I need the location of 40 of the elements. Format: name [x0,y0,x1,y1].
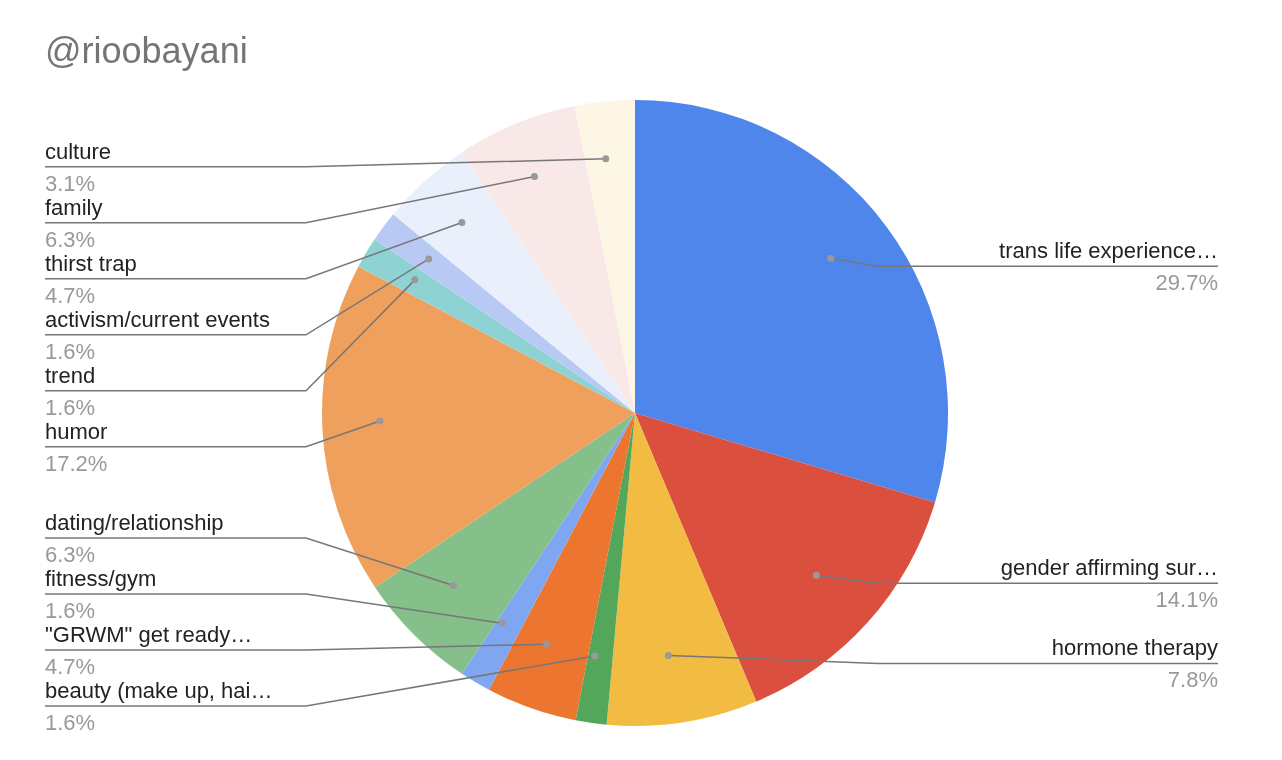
data-label: 1.6% [45,394,96,420]
pie-slice [374,214,635,413]
pie-slice [358,239,635,413]
data-label: 4.7% [45,282,96,308]
pie-slice [374,413,635,674]
data-label: 1.6% [45,710,96,735]
data-label: 6.3% [45,226,96,252]
pie-slice [322,266,635,588]
pie-slice [488,413,635,721]
slice-label: family [45,194,103,220]
slice-label: humor [45,418,108,444]
data-label: 4.7% [45,654,96,679]
pie-slice [393,152,635,413]
pie-slice [461,105,635,413]
pie-slice [574,100,635,413]
pie-slice [575,413,635,725]
slice-label: trans life experience… [999,238,1218,264]
pie-slice [461,413,635,690]
slice-label: thirst trap [45,250,137,276]
chart-title: @rioobayani [45,30,248,71]
slice-label: fitness/gym [45,566,157,591]
data-label: 17.2% [45,450,108,476]
slice-label: dating/relationship [45,510,224,535]
data-label: 7.8% [1167,667,1218,693]
slice-label: hormone therapy [1051,635,1218,661]
data-label: 6.3% [45,542,96,567]
slice-label: culture [45,138,112,164]
slice-label: beauty (make up, hai… [45,678,273,703]
slice-label: gender affirming sur… [1000,555,1218,581]
data-label: 29.7% [1155,270,1218,296]
slice-label: "GRWM" get ready… [45,622,253,647]
slice-label: trend [45,362,96,388]
pie-slice [606,413,757,726]
data-label: 1.6% [45,338,96,364]
data-label: 3.1% [45,170,96,196]
pie-slice [635,100,948,503]
pie-slice [635,413,935,702]
data-label: 1.6% [45,598,96,623]
slice-label: activism/current events [45,306,270,332]
data-label: 14.1% [1155,587,1218,613]
